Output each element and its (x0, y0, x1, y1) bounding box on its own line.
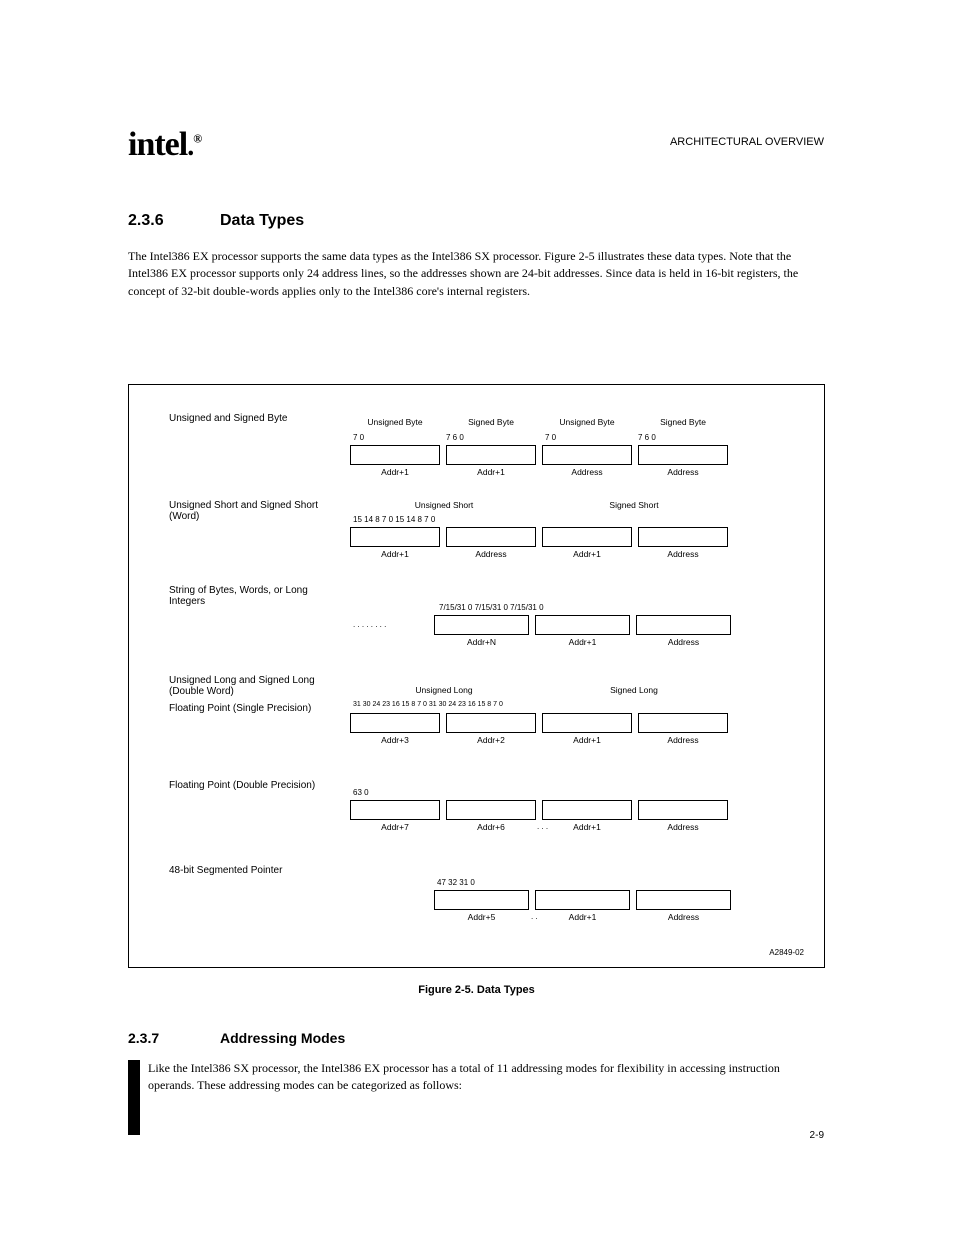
group-c-addr-2: Address (636, 637, 731, 647)
group-e-addr-2: Addr+1 (542, 822, 632, 832)
group-b-cell-3 (638, 527, 728, 547)
group-a-bits-0: 7 0 (353, 433, 364, 442)
group-f-bits: 47 32 31 0 (437, 878, 475, 887)
logo-reg: ® (193, 132, 201, 146)
paragraph1: The Intel386 EX processor supports the s… (128, 248, 828, 300)
group-d-cell-0 (350, 713, 440, 733)
group-d-addr-2: Addr+1 (542, 735, 632, 745)
side-bar (128, 1060, 140, 1135)
group-e-addr-1: Addr+6 (446, 822, 536, 832)
group-a-bits-3: 7 6 0 (638, 433, 656, 442)
group-e-cell-3 (638, 800, 728, 820)
group-b-addr-0: Addr+1 (350, 549, 440, 559)
section1-title: Data Types (220, 212, 304, 230)
intel-logo: intel.® (128, 126, 201, 164)
group-b-addr-2: Addr+1 (542, 549, 632, 559)
group-d-cell-3 (638, 713, 728, 733)
group-a-lbl-2: Unsigned Byte (542, 417, 632, 427)
group-d-addr-1: Addr+2 (446, 735, 536, 745)
group-b-lbl-0: Unsigned Short (384, 500, 504, 510)
group-d-cell-2 (542, 713, 632, 733)
group-f-addr-2: Address (636, 912, 731, 922)
group-f-cell-2 (636, 890, 731, 910)
group-b-cell-1 (446, 527, 536, 547)
group-d-addr-0: Addr+3 (350, 735, 440, 745)
paragraph2: Like the Intel386 SX processor, the Inte… (148, 1060, 828, 1095)
page: intel.® ARCHITECTURAL OVERVIEW 2.3.6 Dat… (0, 0, 954, 1235)
group-a-cell-3 (638, 445, 728, 465)
group-c-cell-0 (434, 615, 529, 635)
group-c-cell-2 (636, 615, 731, 635)
group-c-title: String of Bytes, Words, or Long Integers (169, 585, 339, 607)
group-e-bits: 63 0 (353, 788, 369, 797)
group-a-bits-2: 7 0 (545, 433, 556, 442)
group-b-cell-2 (542, 527, 632, 547)
group-d-cell-1 (446, 713, 536, 733)
group-a-addr-1: Addr+1 (446, 467, 536, 477)
group-c-dots: . . . . . . . . (353, 620, 386, 629)
group-a-lbl-3: Signed Byte (638, 417, 728, 427)
group-b-lbl-1: Signed Short (574, 500, 694, 510)
figure-caption: Figure 2-5. Data Types (128, 984, 825, 996)
group-e-addr-3: Address (638, 822, 728, 832)
group-e-addr-0: Addr+7 (350, 822, 440, 832)
header-right: ARCHITECTURAL OVERVIEW (670, 136, 824, 148)
section2-number: 2.3.7 (128, 1030, 159, 1046)
section1-number: 2.3.6 (128, 212, 164, 230)
group-f-cell-1 (535, 890, 630, 910)
group-c-addr-1: Addr+1 (535, 637, 630, 647)
group-b-cell-0 (350, 527, 440, 547)
group-a-addr-0: Addr+1 (350, 467, 440, 477)
group-e-title: Floating Point (Double Precision) (169, 780, 349, 791)
group-f-addr-0: Addr+5 (434, 912, 529, 922)
group-d-title-2: Floating Point (Single Precision) (169, 703, 349, 714)
group-d-lbl-0: Unsigned Long (384, 685, 504, 695)
figure-tag: A2849-02 (769, 948, 804, 957)
group-a-lbl-0: Unsigned Byte (350, 417, 440, 427)
group-a-lbl-1: Signed Byte (446, 417, 536, 427)
group-b-addr-1: Address (446, 549, 536, 559)
group-d-addr-3: Address (638, 735, 728, 745)
group-f-addr-1: Addr+1 (535, 912, 630, 922)
group-e-cell-0 (350, 800, 440, 820)
figure-box: Unsigned and Signed Byte Unsigned Byte S… (128, 384, 825, 968)
group-a-bits-1: 7 6 0 (446, 433, 464, 442)
group-a-cell-0 (350, 445, 440, 465)
group-d-lbl-1: Signed Long (574, 685, 694, 695)
group-e-cell-2 (542, 800, 632, 820)
group-c-cell-1 (535, 615, 630, 635)
group-e-cell-1 (446, 800, 536, 820)
group-b-addr-3: Address (638, 549, 728, 559)
group-b-bits: 15 14 8 7 0 15 14 8 7 0 (353, 515, 435, 524)
logo-text: intel (128, 126, 187, 163)
group-d-title-1: Unsigned Long and Signed Long (Double Wo… (169, 675, 349, 697)
group-a-addr-2: Address (542, 467, 632, 477)
group-a-title: Unsigned and Signed Byte (169, 413, 287, 424)
page-number: 2-9 (810, 1130, 824, 1141)
group-a-addr-3: Address (638, 467, 728, 477)
group-f-cell-0 (434, 890, 529, 910)
section2-title: Addressing Modes (220, 1030, 345, 1046)
group-b-title: Unsigned Short and Signed Short (Word) (169, 500, 339, 522)
group-c-addr-0: Addr+N (434, 637, 529, 647)
group-a-cell-2 (542, 445, 632, 465)
group-a-cell-1 (446, 445, 536, 465)
group-f-title: 48-bit Segmented Pointer (169, 865, 349, 876)
group-d-bits: 31 30 24 23 16 15 8 7 0 31 30 24 23 16 1… (353, 701, 503, 708)
group-c-bits: 7/15/31 0 7/15/31 0 7/15/31 0 (439, 603, 544, 612)
